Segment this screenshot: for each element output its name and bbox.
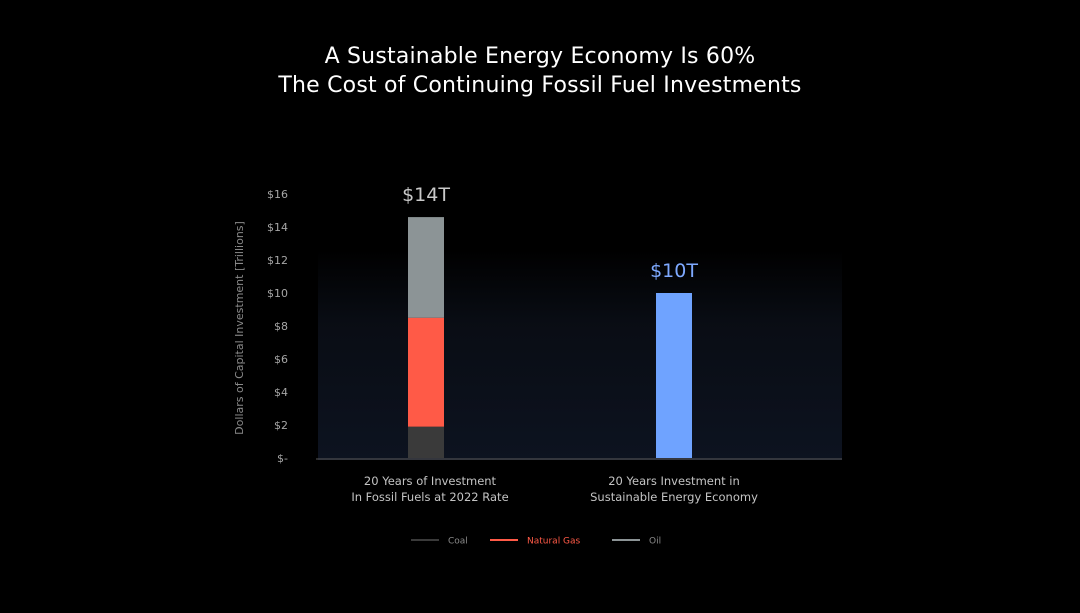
y-tick-label: $14	[267, 221, 288, 234]
y-tick-label: $8	[274, 320, 288, 333]
bar-total-label: $10T	[650, 260, 698, 282]
y-tick-label: $4	[274, 386, 288, 399]
y-tick-label: $-	[277, 452, 288, 465]
title-line-2: The Cost of Continuing Fossil Fuel Inves…	[278, 73, 802, 98]
legend-label: Natural Gas	[527, 537, 581, 547]
x-category-label: 20 Years Investment in	[608, 474, 740, 488]
y-tick-label: $10	[267, 287, 288, 300]
bar-segment-natural-gas	[408, 317, 444, 427]
plot-background	[318, 250, 842, 460]
bar-segment-sustainable	[656, 293, 692, 458]
y-axis-title: Dollars of Capital Investment [Trillions…	[233, 221, 246, 435]
x-category-label: Sustainable Energy Economy	[590, 490, 758, 504]
bar-total-label: $14T	[402, 184, 450, 206]
bar-segment-coal	[408, 426, 444, 458]
bar-segment-oil	[408, 217, 444, 318]
slide-title: A Sustainable Energy Economy Is 60% The …	[0, 42, 1080, 100]
y-tick-label: $6	[274, 353, 288, 366]
y-tick-label: $2	[274, 419, 288, 432]
legend-label: Oil	[649, 537, 661, 547]
y-tick-label: $16	[267, 188, 288, 201]
x-category-label: In Fossil Fuels at 2022 Rate	[351, 490, 508, 504]
y-tick-label: $12	[267, 254, 288, 267]
x-category-label: 20 Years of Investment	[364, 474, 497, 488]
title-line-1: A Sustainable Energy Economy Is 60%	[324, 44, 756, 69]
legend-label: Coal	[448, 537, 468, 547]
